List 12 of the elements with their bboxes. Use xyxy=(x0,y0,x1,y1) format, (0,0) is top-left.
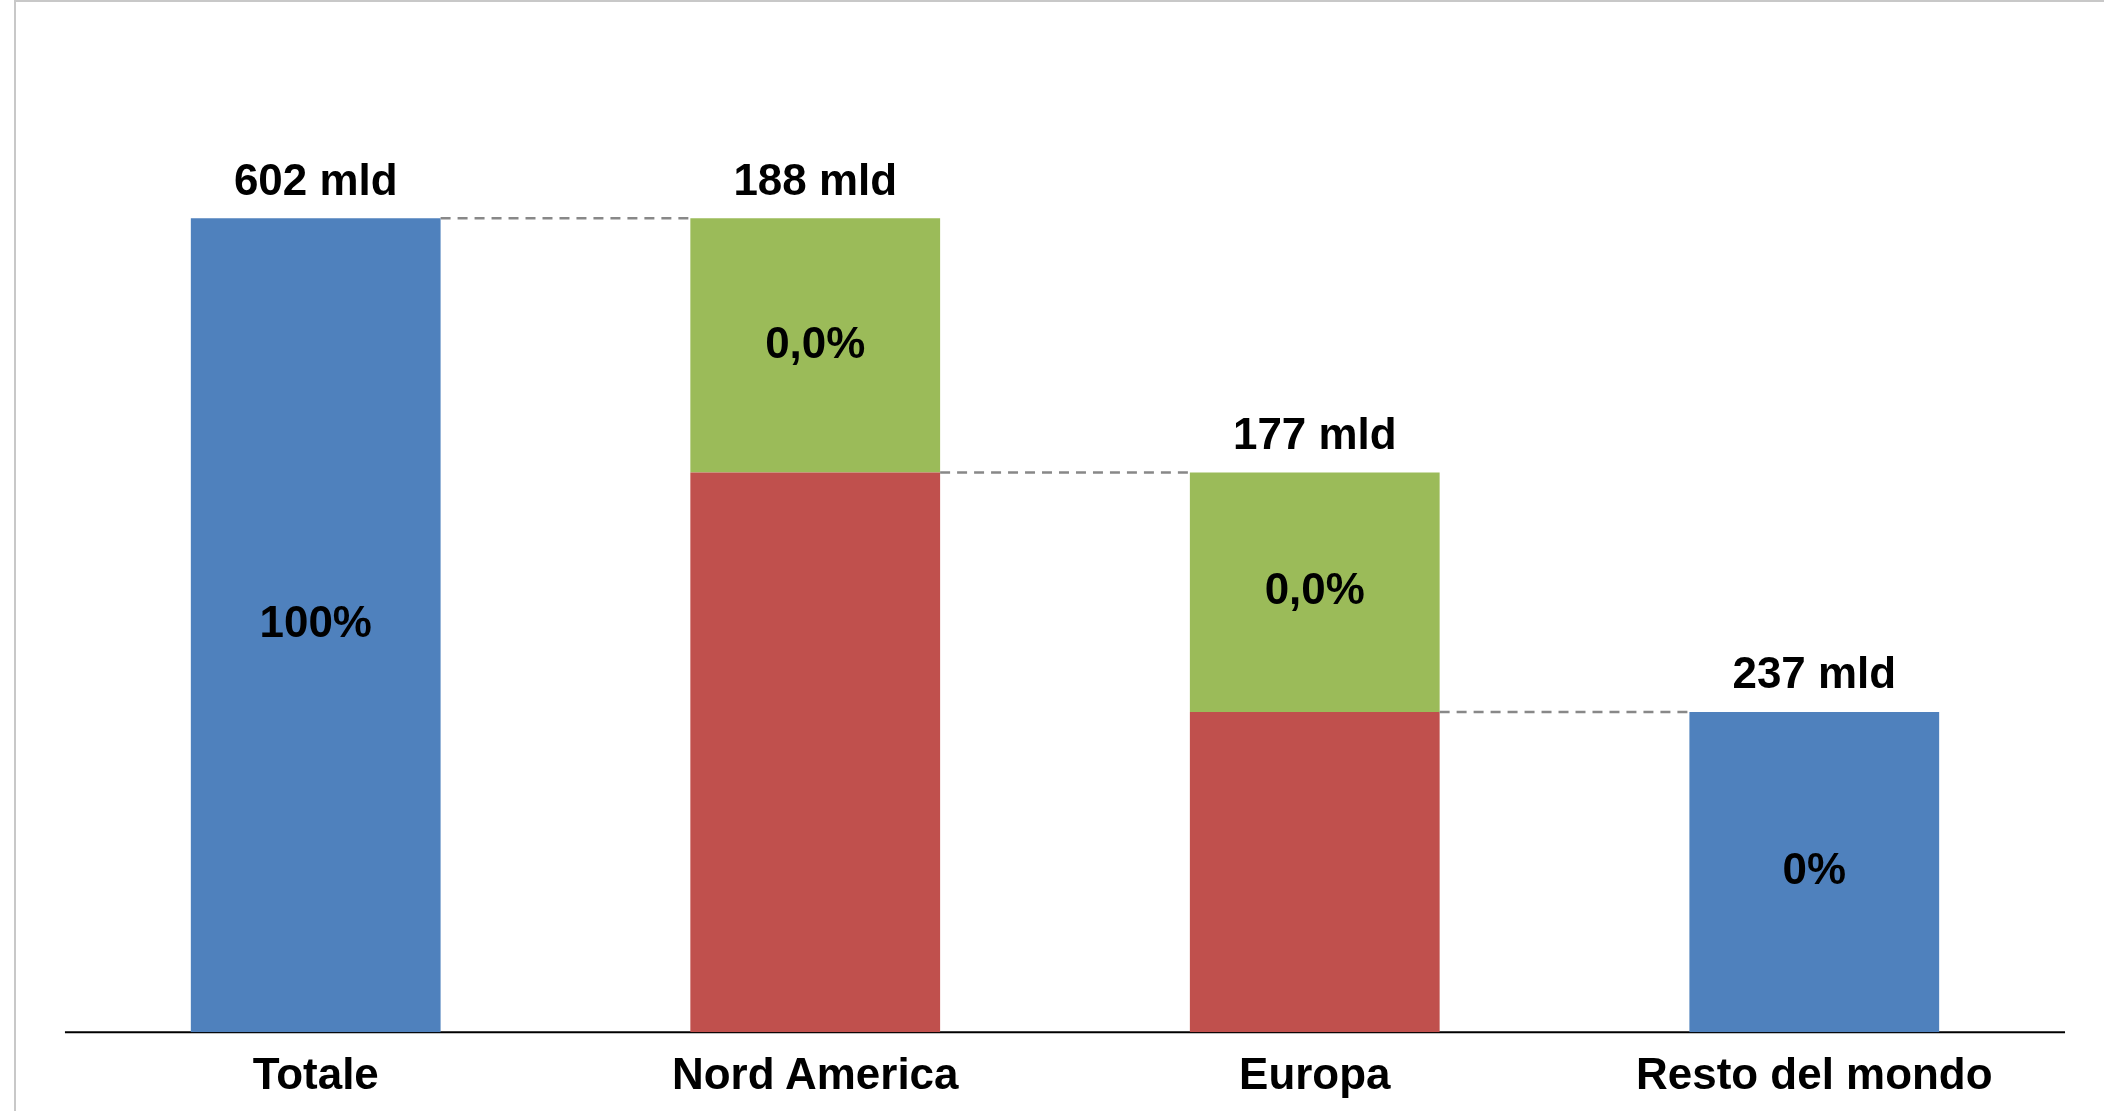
data-label: 188 mld xyxy=(733,154,898,204)
annotation: 0% xyxy=(1782,844,1847,894)
annotation: 0,0% xyxy=(1264,564,1365,614)
data-label: 602 mld xyxy=(233,154,398,204)
data-label: 237 mld xyxy=(1732,648,1897,698)
x-tick-label: Europa xyxy=(1239,1048,1392,1098)
x-tick-label: Nord America xyxy=(671,1048,960,1098)
annotation: 100% xyxy=(259,597,372,647)
x-tick-label: Resto del mondo xyxy=(1636,1048,1993,1098)
x-tick-label: Totale xyxy=(252,1048,379,1098)
annotation: 0,0% xyxy=(765,317,866,367)
data-label: 177 mld xyxy=(1232,408,1397,458)
